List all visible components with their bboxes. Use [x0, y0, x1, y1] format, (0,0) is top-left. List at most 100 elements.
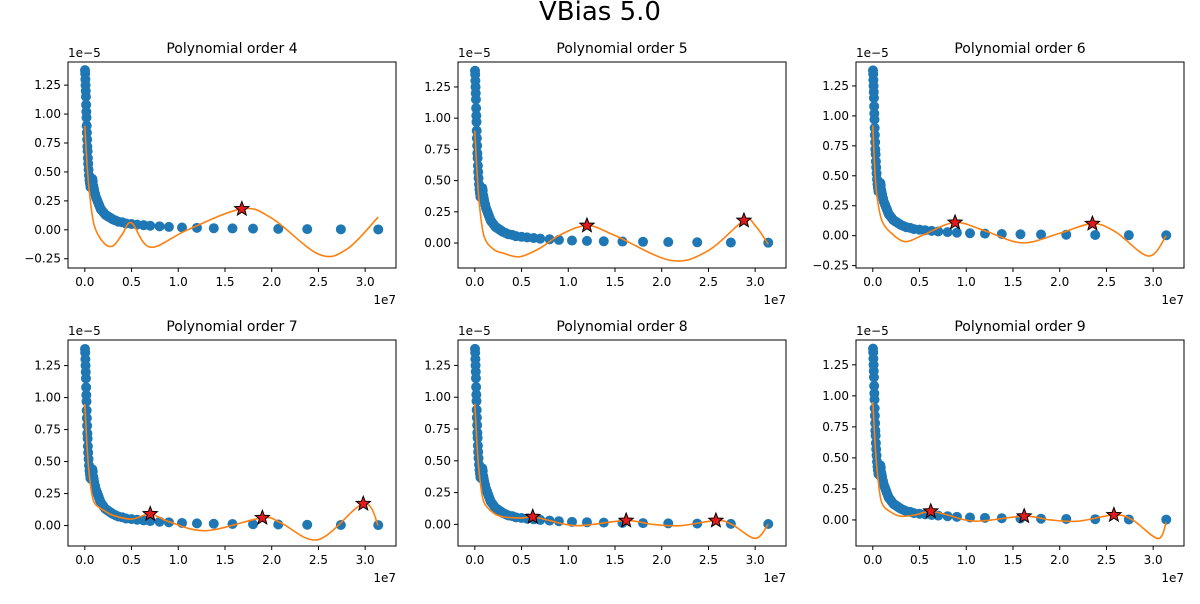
x-tick-label: 2.0 [652, 275, 671, 289]
fit-curve [474, 403, 769, 540]
y-offset-label: 1e−5 [856, 46, 889, 60]
x-offset-label: 1e7 [373, 571, 396, 585]
x-tick-label: 2.5 [309, 553, 328, 567]
data-point [1061, 513, 1072, 524]
data-point [692, 237, 703, 248]
y-offset-label: 1e−5 [856, 324, 889, 338]
data-point [763, 519, 774, 530]
data-point [81, 405, 92, 416]
data-point [869, 114, 880, 125]
y-tick-label: 1.00 [822, 389, 849, 403]
subplot-title: Polynomial order 5 [556, 41, 687, 57]
data-point [471, 396, 482, 407]
x-tick-label: 2.0 [652, 553, 671, 567]
subplot-3: 0.0 0.5 1.0 1.5 2.0 2.5 3.0 −0.25 0.00 0.25 0.50 0.… [812, 41, 1185, 307]
y-tick-label: 0.75 [822, 139, 849, 153]
peak-marker [1015, 507, 1033, 524]
subplot-title: Polynomial order 8 [556, 319, 687, 335]
data-point [227, 223, 238, 234]
peak-marker [354, 494, 372, 511]
x-tick-label: 2.0 [1050, 275, 1069, 289]
peak-marker [524, 507, 542, 524]
y-tick-label: 0.75 [34, 423, 61, 437]
data-point [81, 396, 92, 407]
x-tick-label: 3.0 [746, 275, 765, 289]
data-point [81, 99, 92, 110]
subplot-title: Polynomial order 7 [166, 319, 297, 335]
y-tick-label: 0.50 [822, 169, 849, 183]
y-tick-label: 0.25 [34, 487, 61, 501]
x-tick-label: 1.5 [1003, 553, 1022, 567]
y-tick-label: 0.25 [822, 482, 849, 496]
data-point [663, 518, 674, 529]
subplot-title: Polynomial order 6 [954, 41, 1085, 57]
y-tick-label: 0.00 [34, 519, 61, 533]
y-tick-label: 0.00 [822, 513, 849, 527]
data-point [80, 91, 91, 102]
y-tick-label: 0.50 [34, 165, 61, 179]
data-point [1036, 229, 1047, 240]
y-tick-label: 1.25 [34, 78, 61, 92]
data-point [869, 394, 880, 405]
axes-frame [457, 339, 787, 547]
x-tick-label: 3.0 [1144, 553, 1163, 567]
x-tick-label: 1.5 [215, 553, 234, 567]
x-tick-label: 0.5 [512, 275, 531, 289]
x-offset-label: 1e7 [1161, 293, 1184, 307]
subplot-title: Polynomial order 9 [954, 319, 1085, 335]
x-tick-label: 3.0 [356, 553, 375, 567]
x-tick-label: 0.5 [122, 553, 141, 567]
y-offset-label: 1e−5 [458, 324, 491, 338]
y-tick-label: 1.25 [822, 79, 849, 93]
x-tick-label: 0.0 [465, 553, 484, 567]
x-tick-label: 2.5 [699, 275, 718, 289]
x-tick-label: 1.5 [605, 275, 624, 289]
x-tick-label: 2.5 [1097, 553, 1116, 567]
subplot-title: Polynomial order 4 [166, 41, 297, 57]
subplot-5: 0.0 0.5 1.0 1.5 2.0 2.5 3.0 0.00 0.25 0.50 0.75 1.0… [424, 319, 787, 585]
y-tick-label: 1.25 [424, 80, 451, 94]
data-point [471, 116, 482, 127]
y-offset-label: 1e−5 [458, 46, 491, 60]
data-point [725, 237, 736, 248]
y-tick-label: 0.75 [424, 422, 451, 436]
y-tick-label: 0.00 [34, 223, 61, 237]
data-point [335, 224, 346, 235]
data-point [191, 518, 202, 529]
data-point [472, 420, 483, 431]
data-points [868, 65, 1172, 241]
data-point [567, 235, 578, 246]
y-tick-label: 0.50 [424, 174, 451, 188]
x-tick-label: 1.0 [957, 553, 976, 567]
fit-curve [84, 125, 379, 258]
y-tick-label: 0.25 [424, 205, 451, 219]
data-point [1090, 229, 1101, 240]
x-tick-label: 0.0 [75, 275, 94, 289]
data-point [663, 237, 674, 248]
data-point [82, 433, 93, 444]
x-tick-label: 2.0 [1050, 553, 1069, 567]
data-points [80, 65, 384, 235]
data-point [965, 228, 976, 239]
x-tick-label: 2.5 [1097, 275, 1116, 289]
data-point [617, 236, 628, 247]
x-tick-label: 1.0 [957, 275, 976, 289]
y-tick-label: 0.75 [34, 136, 61, 150]
data-point [870, 418, 881, 429]
data-point [335, 520, 346, 531]
subplot-1: 0.0 0.5 1.0 1.5 2.0 2.5 3.0 −0.25 0.00 0.25 0.50 0.… [24, 41, 397, 307]
data-point [868, 92, 879, 103]
y-tick-label: 0.25 [822, 199, 849, 213]
y-tick-label: 0.00 [424, 236, 451, 250]
data-point [598, 236, 609, 247]
y-tick-label: 1.25 [34, 359, 61, 373]
x-tick-label: 3.0 [746, 553, 765, 567]
peak-marker [617, 511, 635, 528]
data-point [82, 420, 93, 431]
fit-curve [474, 130, 769, 262]
x-tick-label: 1.0 [559, 553, 578, 567]
data-point [208, 223, 219, 234]
data-point [208, 518, 219, 529]
x-tick-label: 0.5 [910, 275, 929, 289]
